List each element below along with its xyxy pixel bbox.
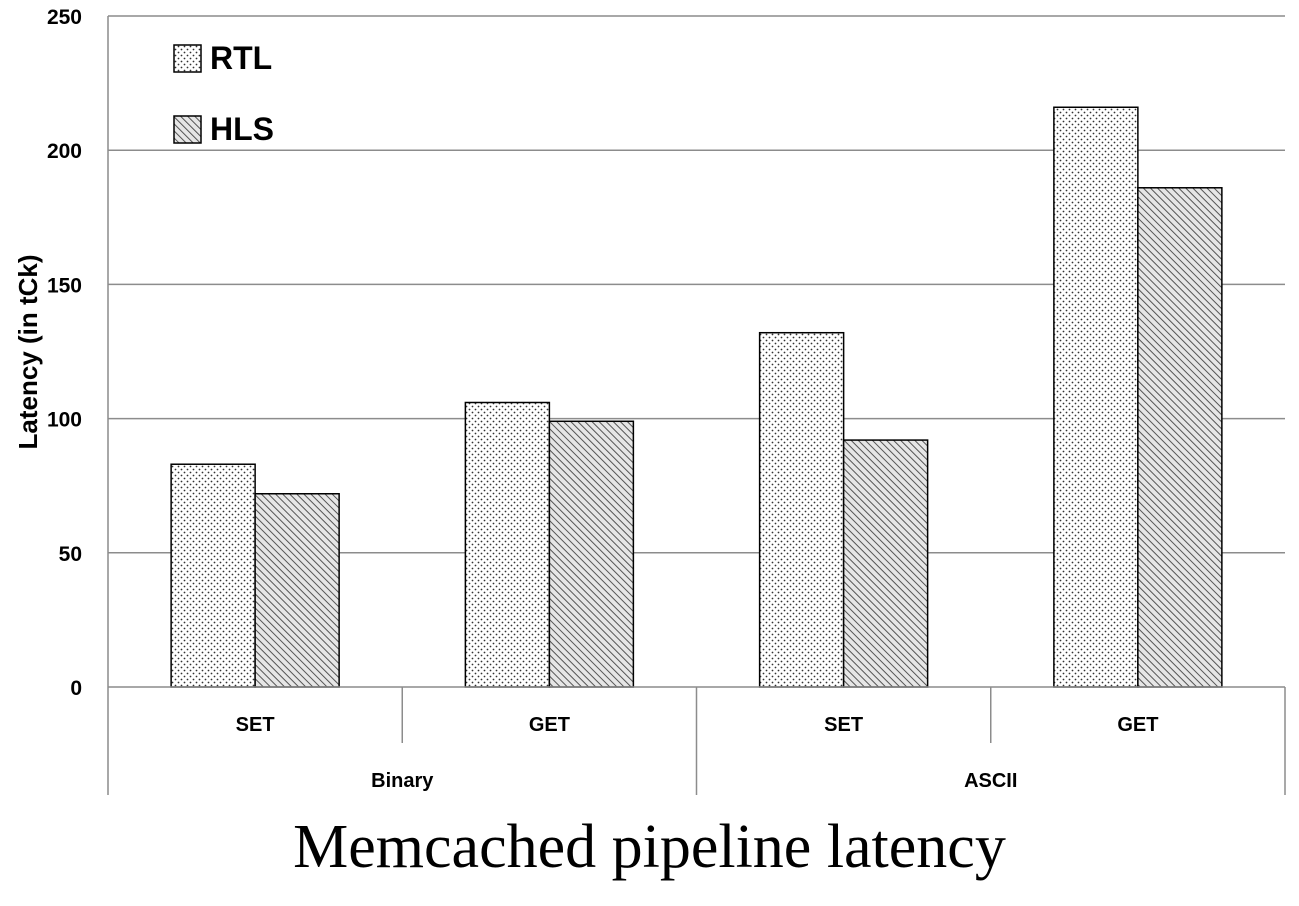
bar-rtl-1 — [464, 401, 551, 688]
x-tick-label: GET — [529, 714, 570, 736]
legend-label-rtl: RTL — [210, 40, 272, 76]
x-tick-label: SET — [236, 714, 275, 736]
legend-label-hls: HLS — [210, 111, 274, 147]
bars — [170, 106, 1223, 688]
y-tick-label: 0 — [70, 677, 82, 700]
bar-hls-0 — [254, 493, 340, 688]
legend: RTL HLS — [173, 40, 274, 147]
bar-rtl-0 — [170, 463, 256, 688]
legend-swatch-hls — [173, 115, 202, 144]
y-tick-label: 150 — [47, 274, 82, 297]
figure-caption: Memcached pipeline latency — [293, 813, 1006, 881]
x-tick-label: SET — [824, 714, 863, 736]
bar-chart: 0 50 100 150 200 250 SET GET SET GET Binary ASCII R… — [13, 6, 1286, 795]
y-tick-label: 50 — [59, 543, 82, 566]
bar-hls-2 — [842, 439, 929, 688]
y-tick-label: 200 — [47, 140, 82, 163]
group-label: Binary — [371, 770, 434, 792]
y-axis-label: Latency (in tCk) — [13, 254, 43, 449]
bar-hls-1 — [548, 420, 635, 688]
bar-rtl-2 — [758, 331, 845, 688]
bar-rtl-3 — [1053, 106, 1139, 688]
y-tick-label: 100 — [47, 409, 82, 432]
group-label: ASCII — [964, 770, 1017, 792]
y-tick-label: 250 — [47, 6, 82, 29]
x-tick-label: GET — [1117, 714, 1158, 736]
bar-hls-3 — [1137, 187, 1223, 688]
legend-swatch-rtl — [173, 44, 202, 73]
axes: 0 50 100 150 200 250 SET GET SET GET Binary ASCII — [47, 6, 1286, 795]
